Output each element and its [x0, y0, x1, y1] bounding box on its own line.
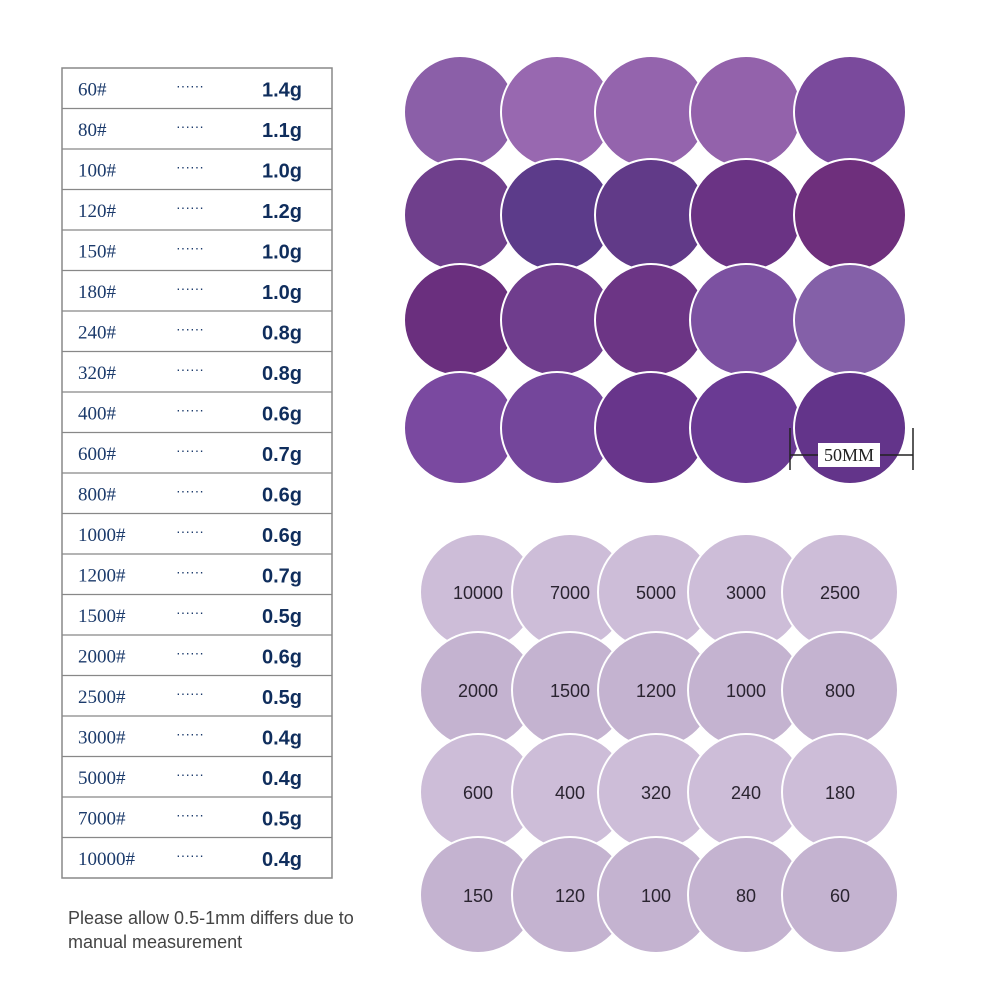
scale-label: 50MM [824, 445, 874, 465]
grit: 2500# [78, 687, 126, 708]
grit: 80# [78, 120, 107, 141]
disc-grit: 120 [555, 886, 585, 906]
leader: ······ [176, 563, 204, 579]
weight: 1.0g [262, 241, 302, 263]
weight: 1.2g [262, 201, 302, 223]
back-disc [781, 836, 899, 954]
grit: 180# [78, 282, 117, 303]
sanding-disc [793, 263, 907, 377]
leader: ······ [176, 604, 204, 620]
note: Please allow 0.5-1mm differs due to manu… [68, 908, 354, 952]
weight: 0.6g [262, 403, 302, 425]
grit: 5000# [78, 768, 126, 789]
leader: ······ [176, 280, 204, 296]
leader: ······ [176, 401, 204, 417]
disc-grit: 1000 [726, 681, 766, 701]
grit: 120# [78, 201, 117, 222]
grit: 60# [78, 79, 107, 100]
weight: 1.4g [262, 79, 302, 101]
sanding-disc [793, 55, 907, 169]
disc-grit: 100 [641, 886, 671, 906]
disc-grit: 7000 [550, 583, 590, 603]
disc-grit: 400 [555, 783, 585, 803]
sanding-disc [793, 371, 907, 485]
disc-grit: 1500 [550, 681, 590, 701]
disc-grit: 2000 [458, 681, 498, 701]
leader: ······ [176, 320, 204, 336]
disc-grit: 5000 [636, 583, 676, 603]
grit: 10000# [78, 849, 136, 870]
weight: 0.4g [262, 768, 302, 790]
sanding-disc [689, 55, 803, 169]
weight: 1.1g [262, 120, 302, 142]
disc-grit: 320 [641, 783, 671, 803]
sanding-disc [403, 263, 517, 377]
grit: 3000# [78, 727, 126, 748]
grit: 150# [78, 241, 117, 262]
disc-grit: 600 [463, 783, 493, 803]
weight: 0.7g [262, 565, 302, 587]
weight: 0.8g [262, 322, 302, 344]
grit: 1500# [78, 606, 126, 627]
grit: 1000# [78, 525, 126, 546]
leader: ······ [176, 158, 204, 174]
weight: 0.7g [262, 444, 302, 466]
weight: 0.5g [262, 808, 302, 830]
grit: 400# [78, 403, 117, 424]
leader: ······ [176, 442, 204, 458]
disc-grit: 2500 [820, 583, 860, 603]
disc-grit: 80 [736, 886, 756, 906]
grit: 2000# [78, 646, 126, 667]
leader: ······ [176, 523, 204, 539]
sanding-disc [689, 158, 803, 272]
leader: ······ [176, 118, 204, 134]
weight: 0.6g [262, 646, 302, 668]
leader: ······ [176, 847, 204, 863]
grit: 240# [78, 322, 117, 343]
sanding-disc [403, 371, 517, 485]
leader: ······ [176, 482, 204, 498]
sanding-disc [689, 371, 803, 485]
disc-grit: 800 [825, 681, 855, 701]
weight: 1.0g [262, 282, 302, 304]
leader: ······ [176, 77, 204, 93]
sanding-disc [403, 55, 517, 169]
scale-label-bg [818, 443, 880, 467]
weight: 0.6g [262, 484, 302, 506]
leader: ······ [176, 685, 204, 701]
leader: ······ [176, 239, 204, 255]
disc-grit: 10000 [453, 583, 503, 603]
weight: 0.5g [262, 606, 302, 628]
leader: ······ [176, 766, 204, 782]
disc-grit: 180 [825, 783, 855, 803]
grit: 1200# [78, 565, 126, 586]
weight: 0.5g [262, 687, 302, 709]
leader: ······ [176, 199, 204, 215]
grit: 600# [78, 444, 117, 465]
weight: 0.6g [262, 525, 302, 547]
sanding-disc [793, 158, 907, 272]
disc-grit: 150 [463, 886, 493, 906]
disc-grit: 240 [731, 783, 761, 803]
leader: ······ [176, 644, 204, 660]
sanding-disc [689, 263, 803, 377]
leader: ······ [176, 725, 204, 741]
weight: 0.4g [262, 849, 302, 871]
leader: ······ [176, 361, 204, 377]
disc-grit: 60 [830, 886, 850, 906]
grit: 320# [78, 363, 117, 384]
leader: ······ [176, 806, 204, 822]
sanding-disc [403, 158, 517, 272]
weight: 1.0g [262, 160, 302, 182]
disc-grit: 1200 [636, 681, 676, 701]
grit: 800# [78, 484, 117, 505]
weight: 0.8g [262, 363, 302, 385]
grit: 100# [78, 160, 117, 181]
grit: 7000# [78, 808, 126, 829]
weight: 0.4g [262, 727, 302, 749]
disc-grit: 3000 [726, 583, 766, 603]
